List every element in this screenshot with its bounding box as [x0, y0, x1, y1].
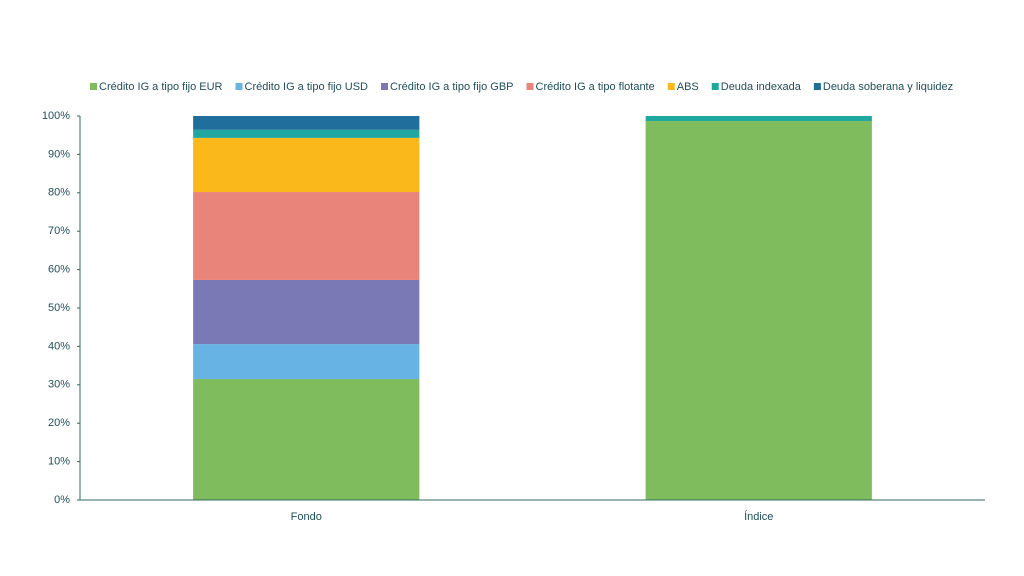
legend-label: Deuda soberana y liquidez — [823, 81, 953, 93]
y-tick-label: 60% — [48, 264, 70, 276]
y-tick-label: 30% — [48, 379, 70, 391]
legend-label: Crédito IG a tipo fijo GBP — [390, 81, 514, 93]
y-tick-label: 100% — [42, 110, 70, 122]
legend-label: Deuda indexada — [721, 81, 802, 93]
y-tick-label: 0% — [54, 494, 70, 506]
y-tick-label: 80% — [48, 187, 70, 199]
legend-marker — [526, 83, 534, 90]
bar-segment — [193, 137, 420, 193]
legend-label: Crédito IG a tipo flotante — [536, 81, 655, 93]
bar-segment — [193, 129, 420, 138]
x-tick-label: Fondo — [291, 511, 322, 523]
bar-segment — [193, 279, 420, 345]
bar-segment — [645, 116, 872, 121]
legend-label: Crédito IG a tipo fijo USD — [245, 81, 369, 93]
y-tick-label: 70% — [48, 225, 70, 237]
legend-marker — [235, 83, 243, 90]
bar-segment — [193, 344, 420, 380]
y-tick-label: 40% — [48, 340, 70, 352]
y-tick-label: 90% — [48, 148, 70, 160]
y-tick-label: 10% — [48, 456, 70, 468]
y-tick-label: 50% — [48, 302, 70, 314]
bar-segment — [193, 116, 420, 130]
legend-marker — [90, 83, 97, 90]
bar-segment — [645, 120, 872, 500]
y-tick-label: 20% — [48, 417, 70, 429]
legend-label: Crédito IG a tipo fijo EUR — [99, 81, 223, 93]
legend-label: ABS — [677, 81, 699, 93]
legend-marker — [711, 83, 719, 90]
legend-marker — [813, 83, 821, 90]
x-tick-label: Índice — [744, 510, 773, 523]
legend-marker — [667, 83, 675, 90]
legend-marker — [381, 83, 388, 90]
bar-segment — [193, 379, 420, 500]
bar-segment — [193, 192, 420, 280]
